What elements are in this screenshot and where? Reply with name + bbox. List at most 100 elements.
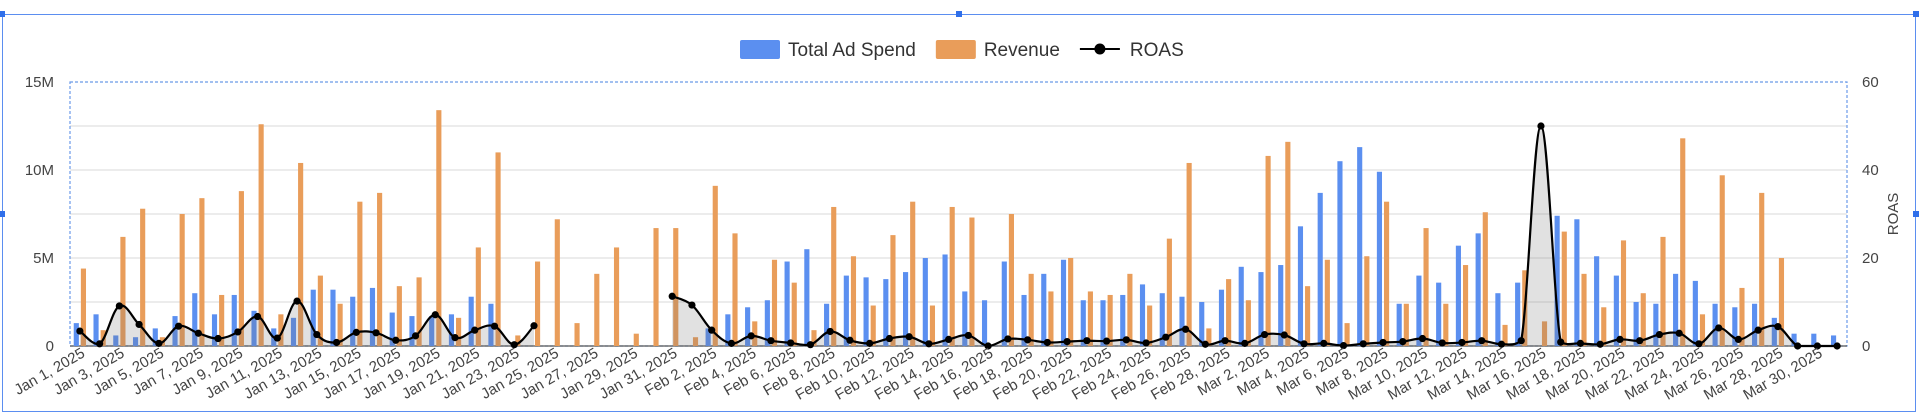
y-tick-label: 0 <box>46 338 54 355</box>
roas-point <box>1734 335 1743 343</box>
roas-point <box>1774 323 1782 331</box>
roas-point <box>1537 122 1545 130</box>
bar-revenue <box>396 286 402 346</box>
bar-revenue <box>1502 324 1508 346</box>
bar-revenue <box>278 314 284 346</box>
bar-revenue <box>199 198 205 346</box>
bar-total-ad-spend <box>705 328 711 346</box>
y-axis-right: 0 20 40 60 ROAS <box>1862 74 1902 355</box>
resize-handle-left[interactable] <box>0 211 5 217</box>
y-tick-label: 5M <box>33 250 54 267</box>
roas-point <box>1616 335 1624 343</box>
bar-total-ad-spend <box>310 289 316 346</box>
bar-revenue <box>969 217 975 346</box>
bar-total-ad-spend <box>211 314 218 346</box>
bar-revenue <box>1462 265 1469 346</box>
bar-revenue <box>475 247 481 346</box>
legend-item: Total Ad Spend <box>740 40 916 61</box>
bar-revenue <box>1127 273 1133 346</box>
roas-point <box>1024 336 1032 344</box>
roas-point <box>234 328 242 336</box>
bar-total-ad-spend <box>1139 284 1146 346</box>
bar-revenue <box>1403 303 1409 346</box>
roas-point <box>1320 339 1328 347</box>
resize-handle-top-center[interactable] <box>956 11 962 17</box>
bar-total-ad-spend <box>369 287 376 346</box>
roas-point <box>964 331 972 340</box>
bar-total-ad-spend <box>330 289 336 346</box>
roas-point <box>411 332 420 340</box>
bar-total-ad-spend <box>1120 294 1126 346</box>
bar-total-ad-spend <box>1692 280 1698 346</box>
bar-revenue <box>377 192 383 346</box>
roas-point <box>1359 340 1367 348</box>
bar-total-ad-spend <box>1238 266 1244 346</box>
roas-point <box>727 339 736 347</box>
chart-frame[interactable] <box>0 11 1919 412</box>
bar-revenue <box>910 201 916 346</box>
bar-total-ad-spend <box>1416 275 1422 346</box>
roas-point <box>747 332 755 340</box>
bar-revenue <box>1660 236 1666 346</box>
bar-revenue <box>1166 238 1172 346</box>
roas-point <box>1754 326 1762 334</box>
bar-total-ad-spend <box>1041 273 1047 346</box>
bar-revenue <box>1699 314 1706 346</box>
bar-total-ad-spend <box>389 312 395 346</box>
bar-revenue <box>752 321 758 346</box>
bar-total-ad-spend <box>1455 245 1461 346</box>
roas-point <box>135 320 143 329</box>
bar-total-ad-spend <box>350 296 356 346</box>
roas-point <box>1300 340 1308 348</box>
resize-handle-right[interactable] <box>1913 211 1919 217</box>
resize-handle-top-right[interactable] <box>1913 11 1919 17</box>
bar-total-ad-spend <box>192 293 198 346</box>
roas-point <box>490 322 499 330</box>
bar-revenue <box>1680 138 1686 346</box>
bar-revenue <box>1482 212 1488 346</box>
roas-point <box>1695 340 1703 348</box>
bar-revenue <box>456 317 462 346</box>
bar-total-ad-spend <box>1357 147 1363 346</box>
bar-revenue <box>515 335 521 346</box>
bar-revenue <box>811 330 817 346</box>
bar-total-ad-spend <box>1830 335 1837 346</box>
bar-revenue <box>1226 279 1232 346</box>
bar-total-ad-spend <box>863 277 869 346</box>
bar-total-ad-spend <box>93 314 99 346</box>
bar-total-ad-spend <box>152 328 158 346</box>
roas-point <box>1379 338 1387 347</box>
resize-handle-top-left[interactable] <box>0 11 5 17</box>
bar-total-ad-spend <box>1199 302 1205 346</box>
bar-revenue <box>357 201 363 346</box>
bar-total-ad-spend <box>132 337 139 346</box>
roas-point <box>313 330 321 339</box>
bar-revenue <box>1324 259 1330 346</box>
bar-total-ad-spend <box>231 294 237 346</box>
bar-revenue <box>337 303 343 346</box>
bar-total-ad-spend <box>843 275 849 346</box>
y2-tick-label: 0 <box>1862 338 1870 355</box>
roas-point <box>925 340 933 348</box>
bar-total-ad-spend <box>1475 233 1481 346</box>
bar-total-ad-spend <box>1771 317 1777 346</box>
bar-total-ad-spend <box>1613 275 1619 346</box>
bar-revenue <box>1068 258 1074 346</box>
roas-point <box>1221 337 1229 345</box>
roas-point <box>787 339 795 347</box>
roas-point <box>451 334 459 342</box>
bar-total-ad-spend <box>1080 300 1086 346</box>
roas-point <box>1083 337 1091 345</box>
bar-revenue <box>317 275 323 346</box>
bar-total-ad-spend <box>1258 272 1264 346</box>
roas-point <box>668 292 676 300</box>
bar-revenue <box>1147 305 1153 346</box>
roas-point <box>708 326 716 334</box>
legend-item: Revenue <box>935 40 1060 61</box>
bar-revenue <box>791 282 797 346</box>
bars <box>73 110 1837 347</box>
roas-point <box>155 339 163 347</box>
bar-total-ad-spend <box>448 314 455 346</box>
bar-revenue <box>831 206 837 346</box>
legend-label: Revenue <box>984 40 1060 61</box>
